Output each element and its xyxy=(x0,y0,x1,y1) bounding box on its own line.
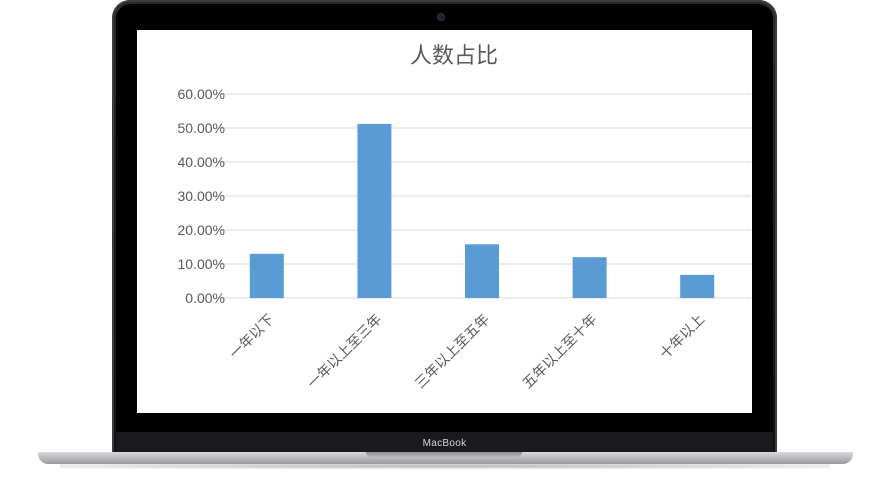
x-category-label: 一年以上至三年 xyxy=(305,312,386,393)
bars xyxy=(249,123,715,298)
laptop-screen: 0.00% 10.00% 20.00% 30.00% 40.00% 50.00% 60.00… xyxy=(137,30,752,413)
x-category-label: 三年以上至五年 xyxy=(412,312,493,393)
grid-lines xyxy=(213,93,751,299)
y-tick-label: 50.00% xyxy=(178,120,225,136)
laptop-base-notch xyxy=(366,452,522,457)
chart-title: 人数占比 xyxy=(410,44,498,69)
bar xyxy=(249,253,284,298)
y-tick-label: 0.00% xyxy=(185,290,225,306)
y-tick-label: 40.00% xyxy=(178,154,225,170)
x-category-label: 五年以上至十年 xyxy=(520,312,601,393)
bar xyxy=(680,274,715,298)
bar xyxy=(572,257,607,298)
x-category-label: 十年以上 xyxy=(657,312,708,363)
x-category-label: 一年以下 xyxy=(227,312,278,363)
y-tick-label: 10.00% xyxy=(178,256,225,272)
x-axis-labels: 一年以下 一年以上至三年 三年以上至五年 五年以上至十年 十年以上 xyxy=(227,312,708,393)
bar-chart: 0.00% 10.00% 20.00% 30.00% 40.00% 50.00% 60.00… xyxy=(178,44,751,393)
y-tick-label: 20.00% xyxy=(178,222,225,238)
y-tick-label: 60.00% xyxy=(178,86,225,102)
y-axis-ticks: 0.00% 10.00% 20.00% 30.00% 40.00% 50.00% 60.00… xyxy=(178,86,225,306)
y-tick-label: 30.00% xyxy=(178,188,225,204)
bar xyxy=(465,244,499,298)
webcam-icon xyxy=(438,14,444,20)
laptop-shadow xyxy=(60,463,830,469)
bar xyxy=(357,123,392,298)
brand-label: MacBook xyxy=(422,437,467,449)
laptop-chin: MacBook xyxy=(116,432,773,454)
laptop-base xyxy=(38,452,853,464)
